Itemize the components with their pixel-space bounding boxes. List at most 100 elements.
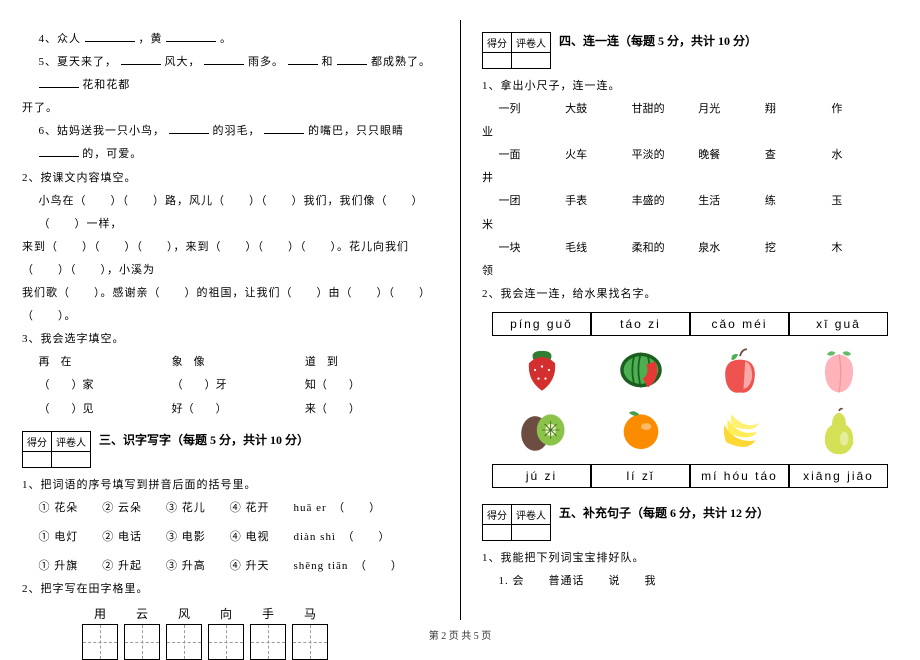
text: 风大， — [165, 56, 201, 68]
score-h2: 评卷人 — [512, 504, 551, 524]
c: 翔 — [765, 98, 832, 121]
c: （ ）见 — [39, 398, 172, 421]
pinyin-cell: xiāng jiāo — [789, 464, 888, 488]
score-blank[interactable] — [512, 53, 551, 69]
peach-icon — [793, 342, 884, 398]
page-footer: 第 2 页 共 5 页 — [0, 627, 920, 642]
blank[interactable] — [288, 55, 318, 65]
c: 再 在 — [39, 351, 172, 374]
pear-icon — [793, 402, 884, 458]
q6-line: 6、姑妈送我一只小鸟， 的羽毛， 的嘴巴，只只眼睛 的，可爱。 — [22, 120, 438, 166]
trail: 业 — [482, 121, 898, 144]
fruit-grid — [496, 342, 884, 458]
p2a: 小鸟在（ ）（ ）路，风儿（ ）（ ）我们，我们像（ ）（ ）一样， — [22, 190, 438, 236]
apple-icon — [694, 342, 785, 398]
blank[interactable] — [264, 124, 304, 134]
c: 练 — [765, 190, 832, 213]
sub3: 3、我会选字填空。 — [22, 328, 438, 351]
trail: 井 — [482, 167, 898, 190]
banana-icon — [694, 402, 785, 458]
score-h2: 评卷人 — [52, 431, 91, 451]
c: 作 — [831, 98, 898, 121]
blank[interactable] — [85, 32, 135, 42]
q5-line: 5、夏天来了， 风大， 雨多。 和 都成熟了。 花和花都 — [22, 51, 438, 97]
orange-icon — [595, 402, 686, 458]
section5-title: 五、补充句子（每题 6 分，共计 12 分） — [551, 494, 769, 521]
char-label: 手 — [250, 605, 286, 622]
s5-1: 1、我能把下列词宝宝排好队。 — [482, 547, 898, 570]
pinyin-cell: táo zi — [591, 312, 690, 336]
text: 5、夏天来了， — [39, 56, 118, 68]
sel-r1: 再 在 象 像 道 到 — [22, 351, 438, 374]
watermelon-icon — [595, 342, 686, 398]
c: （ ）家 — [39, 374, 172, 397]
pinyin-cell: xī guā — [789, 312, 888, 336]
s5-1a: 1. 会 普通话 说 我 — [482, 570, 898, 593]
c: 平淡的 — [632, 144, 699, 167]
score-h1: 得分 — [483, 504, 512, 524]
text: 和 — [322, 56, 334, 68]
pinyin-bot: jú zi lí zǐ mí hóu táo xiāng jiāo — [492, 464, 888, 488]
score-blank[interactable] — [483, 524, 512, 540]
text: 4、众人 — [39, 33, 82, 45]
score-box: 得分评卷人 — [22, 431, 91, 468]
blank[interactable] — [169, 124, 209, 134]
score-h2: 评卷人 — [512, 33, 551, 53]
trail: 领 — [482, 260, 898, 283]
c: 玉 — [831, 190, 898, 213]
char-label: 用 — [82, 605, 118, 622]
score-h1: 得分 — [483, 33, 512, 53]
blank[interactable] — [39, 148, 79, 158]
sel-r3: （ ）见 好（ ） 来（ ） — [22, 398, 438, 421]
pinyin-cell: cǎo méi — [690, 312, 789, 336]
s3-2: 2、把字写在田字格里。 — [22, 578, 438, 601]
c: 一团 — [499, 190, 566, 213]
sel-r2: （ ）家 （ ）牙 知（ ） — [22, 374, 438, 397]
score-box: 得分评卷人 — [482, 32, 551, 69]
s4-2: 2、我会连一连，给水果找名字。 — [482, 283, 898, 306]
score-blank[interactable] — [512, 524, 551, 540]
pinyin-cell: píng guǒ — [492, 312, 591, 336]
s3-1b: ① 电灯 ② 电话 ③ 电影 ④ 电视 diàn shì （ ） — [22, 526, 438, 549]
char-label: 云 — [124, 605, 160, 622]
blank[interactable] — [39, 78, 79, 88]
section4-header: 得分评卷人 四、连一连（每题 5 分，共计 10 分） — [482, 22, 898, 75]
blank[interactable] — [121, 55, 161, 65]
score-blank[interactable] — [52, 451, 91, 467]
char-label: 向 — [208, 605, 244, 622]
blank[interactable] — [166, 32, 216, 42]
text: 都成熟了。 — [371, 56, 431, 68]
text: 的嘴巴，只只眼睛 — [308, 125, 404, 137]
c: 一面 — [499, 144, 566, 167]
c: 柔和的 — [632, 237, 699, 260]
s3-1a: ① 花朵 ② 云朵 ③ 花儿 ④ 花开 huā er （ ） — [22, 497, 438, 520]
c: 生活 — [698, 190, 765, 213]
pinyin-cell: lí zǐ — [591, 464, 690, 488]
q5-line2: 开了。 — [22, 97, 438, 120]
score-blank[interactable] — [483, 53, 512, 69]
c: 一块 — [499, 237, 566, 260]
score-h1: 得分 — [23, 431, 52, 451]
char-label: 马 — [292, 605, 328, 622]
c: 水 — [831, 144, 898, 167]
text: 的羽毛， — [213, 125, 261, 137]
c: （ ）牙 — [172, 374, 305, 397]
score-blank[interactable] — [23, 451, 52, 467]
section5-header: 得分评卷人 五、补充句子（每题 6 分，共计 12 分） — [482, 494, 898, 547]
char-label: 风 — [166, 605, 202, 622]
c: 木 — [831, 237, 898, 260]
p2c: 我们歌（ ）。感谢亲（ ）的祖国，让我们（ ）由（ ）（ ）（ ）。 — [22, 282, 438, 328]
c: 查 — [765, 144, 832, 167]
c: 毛线 — [565, 237, 632, 260]
blank[interactable] — [204, 55, 244, 65]
c: 手表 — [565, 190, 632, 213]
pinyin-cell: mí hóu táo — [690, 464, 789, 488]
right-column: 得分评卷人 四、连一连（每题 5 分，共计 10 分） 1、拿出小尺子，连一连。… — [460, 0, 920, 650]
section3-header: 得分评卷人 三、识字写字（每题 5 分，共计 10 分） — [22, 421, 438, 474]
section4-title: 四、连一连（每题 5 分，共计 10 分） — [551, 22, 757, 49]
text: 的，可爱。 — [82, 148, 142, 160]
c: 泉水 — [698, 237, 765, 260]
blank[interactable] — [337, 55, 367, 65]
c: 甘甜的 — [632, 98, 699, 121]
c: 象 像 — [172, 351, 305, 374]
